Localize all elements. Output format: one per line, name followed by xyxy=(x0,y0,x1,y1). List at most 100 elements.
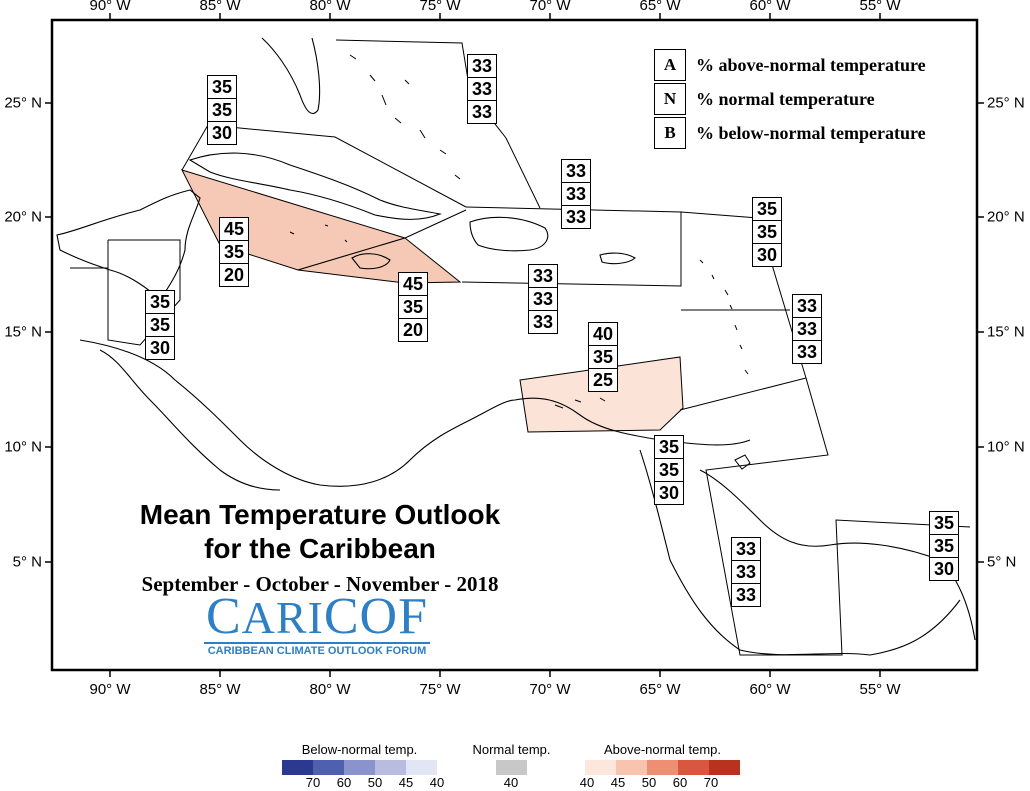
y-tick-right: 15° N xyxy=(987,323,1025,341)
prob-box-yucatan: 35 35 30 xyxy=(207,75,237,145)
legend-label: 45 xyxy=(398,775,414,790)
legend-label: 40 xyxy=(503,775,519,790)
legend-label: 40 xyxy=(429,775,445,790)
y-tick-right: 25° N xyxy=(987,94,1025,112)
prob-box-trinidad: 35 35 30 xyxy=(654,435,684,505)
prob-box-central-caribbean: 33 33 33 xyxy=(528,264,558,334)
prob-above: 35 xyxy=(752,197,782,221)
prob-above: 45 xyxy=(219,217,249,241)
logo-rule xyxy=(204,642,430,644)
x-tick-bottom: 65° W xyxy=(639,681,681,698)
legend-below: Below-normal temp. 70 60 50 45 40 xyxy=(282,742,444,790)
legend-normal-title: Normal temp. xyxy=(472,742,551,757)
legend-label: 45 xyxy=(610,775,626,790)
y-tick-left: 10° N xyxy=(4,438,42,456)
prob-box-guyana: 33 33 33 xyxy=(731,537,761,607)
prob-normal: 33 xyxy=(731,560,761,584)
prob-below: 30 xyxy=(654,481,684,505)
legend-label: 60 xyxy=(336,775,352,790)
prob-box-western-caribbean: 45 35 20 xyxy=(219,217,249,287)
y-tick-left: 5° N xyxy=(12,553,42,571)
prob-normal: 35 xyxy=(219,240,249,264)
prob-normal: 33 xyxy=(561,182,591,206)
prob-above: 35 xyxy=(654,435,684,459)
legend-swatch xyxy=(709,760,740,775)
x-tick-top: 80° W xyxy=(309,0,351,14)
prob-below: 33 xyxy=(561,205,591,229)
small-islands xyxy=(289,54,751,470)
region-shade-jamaica xyxy=(297,237,462,284)
x-tick-bottom: 55° W xyxy=(859,681,901,698)
legend-label: 70 xyxy=(305,775,321,790)
prob-below: 33 xyxy=(467,100,497,124)
legend-swatch xyxy=(375,760,406,775)
legend-above-labels: 40 45 50 60 70 xyxy=(580,775,740,790)
x-tick-bottom: 70° W xyxy=(529,681,571,698)
x-tick-top: 90° W xyxy=(89,0,131,14)
prob-below: 30 xyxy=(207,121,237,145)
legend-below-labels: 70 60 50 45 40 xyxy=(282,775,444,790)
logo-wordmark: CARICOF xyxy=(205,588,429,645)
legend-normal: Normal temp. 40 xyxy=(470,742,553,790)
x-tick-top: 55° W xyxy=(859,0,901,14)
key-letter: N xyxy=(654,83,686,115)
legend-label: 60 xyxy=(672,775,688,790)
prob-normal: 33 xyxy=(467,77,497,101)
prob-normal: 35 xyxy=(145,313,175,337)
prob-box-windward: 33 33 33 xyxy=(792,294,822,364)
y-tick-left: 25° N xyxy=(4,94,42,112)
prob-below: 25 xyxy=(588,368,618,392)
x-tick-bottom: 90° W xyxy=(89,681,131,698)
legend-swatch xyxy=(406,760,437,775)
prob-box-suriname: 35 35 30 xyxy=(929,511,959,581)
prob-above: 33 xyxy=(528,264,558,288)
legend-swatch xyxy=(282,760,313,775)
y-tick-right: 5° N xyxy=(987,553,1017,571)
y-tick-left: 15° N xyxy=(4,323,42,341)
legend-above: Above-normal temp. 40 45 50 60 70 xyxy=(580,742,740,790)
prob-above: 40 xyxy=(588,322,618,346)
prob-above: 35 xyxy=(207,75,237,99)
legend-swatch xyxy=(616,760,647,775)
region-shade-abc xyxy=(519,356,684,433)
prob-below: 20 xyxy=(219,263,249,287)
key-row-normal: N % normal temperature xyxy=(654,82,926,116)
title-block: Mean Temperature Outlook for the Caribbe… xyxy=(100,498,540,597)
prob-normal: 35 xyxy=(929,534,959,558)
legend-label: 40 xyxy=(579,775,595,790)
legend-label: 50 xyxy=(641,775,657,790)
tick-marks xyxy=(45,13,984,677)
legend-swatch xyxy=(496,760,527,775)
prob-below: 20 xyxy=(398,318,428,342)
prob-normal: 35 xyxy=(654,458,684,482)
x-tick-top: 75° W xyxy=(419,0,461,14)
legend-swatch xyxy=(344,760,375,775)
prob-box-bahamas: 33 33 33 xyxy=(467,54,497,124)
legend-above-title: Above-normal temp. xyxy=(603,742,722,757)
legend-swatch xyxy=(585,760,616,775)
title-line-1: Mean Temperature Outlook xyxy=(139,499,501,530)
prob-box-central-america: 35 35 30 xyxy=(145,290,175,360)
prob-below: 30 xyxy=(929,557,959,581)
x-tick-bottom: 85° W xyxy=(199,681,241,698)
y-tick-right: 10° N xyxy=(987,438,1025,456)
prob-box-jamaica: 45 35 20 xyxy=(398,272,428,342)
x-tick-bottom: 75° W xyxy=(419,681,461,698)
key-letter: A xyxy=(654,49,686,81)
x-tick-top: 85° W xyxy=(199,0,241,14)
caricof-logo: CARICOF CARIBBEAN CLIMATE OUTLOOK FORUM xyxy=(200,588,434,657)
prob-above: 33 xyxy=(731,537,761,561)
y-tick-left: 20° N xyxy=(4,208,42,226)
prob-normal: 35 xyxy=(752,220,782,244)
key-text: % above-normal temperature xyxy=(696,54,926,75)
prob-below: 30 xyxy=(145,336,175,360)
map-key: A % above-normal temperature N % normal … xyxy=(654,48,926,150)
prob-above: 33 xyxy=(467,54,497,78)
prob-above: 33 xyxy=(561,159,591,183)
prob-above: 45 xyxy=(398,272,428,296)
land-outlines xyxy=(56,37,976,656)
legend-label: 70 xyxy=(703,775,719,790)
prob-box-abc: 40 35 25 xyxy=(588,322,618,392)
prob-normal: 35 xyxy=(398,295,428,319)
